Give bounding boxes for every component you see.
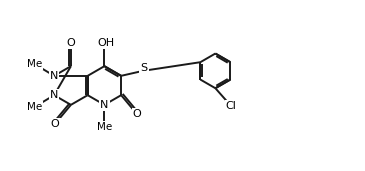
- Text: Me: Me: [97, 122, 112, 132]
- Text: Me: Me: [27, 102, 42, 112]
- Text: N: N: [100, 100, 109, 110]
- Text: OH: OH: [98, 38, 115, 48]
- Text: O: O: [51, 119, 59, 129]
- Text: S: S: [141, 63, 147, 73]
- Text: Me: Me: [27, 59, 42, 69]
- Text: O: O: [132, 109, 141, 119]
- Text: N: N: [50, 90, 58, 100]
- Text: N: N: [50, 71, 58, 81]
- Text: O: O: [66, 38, 75, 48]
- Text: Cl: Cl: [226, 101, 237, 111]
